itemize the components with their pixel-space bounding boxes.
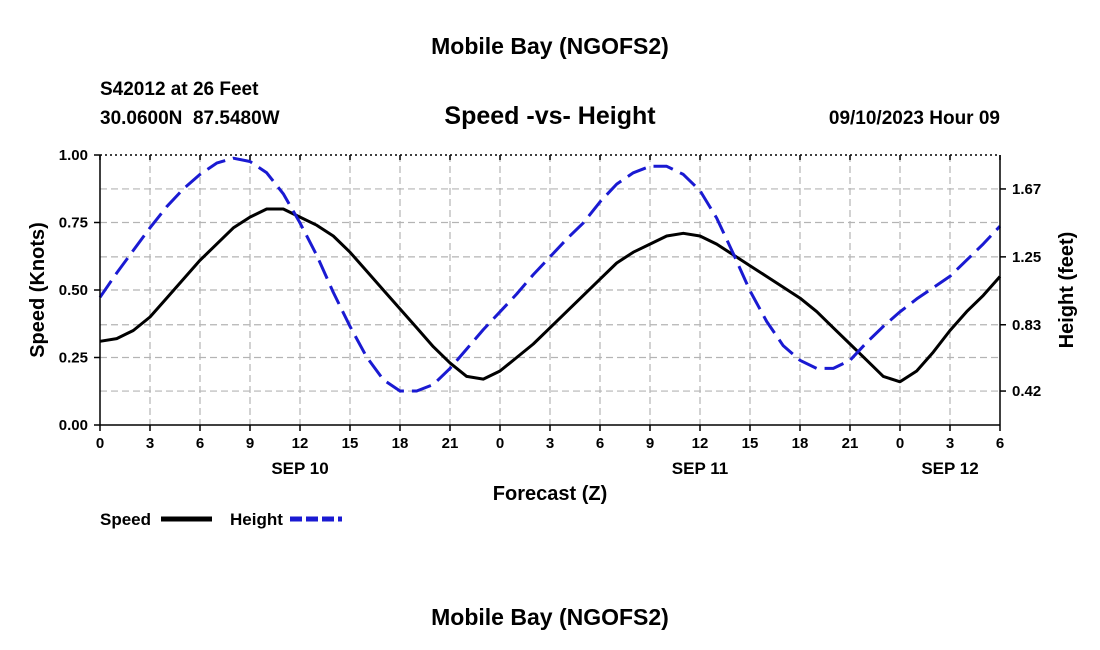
y-tick-label: 1.00 bbox=[59, 147, 88, 164]
forecast-datetime: 09/10/2023 Hour 09 bbox=[829, 108, 1000, 129]
x-date-label: SEP 12 bbox=[921, 459, 978, 478]
station-label: S42012 at 26 Feet bbox=[100, 79, 259, 100]
y2-tick-label: 0.83 bbox=[1012, 317, 1041, 334]
x-tick-label: 15 bbox=[342, 435, 359, 452]
x-tick-label: 9 bbox=[646, 435, 654, 452]
series-lines bbox=[98, 156, 1002, 393]
y2-tick-label: 1.67 bbox=[1012, 181, 1041, 198]
y-tick-label: 0.00 bbox=[59, 417, 88, 434]
x-tick-label: 15 bbox=[742, 435, 759, 452]
x-tick-label: 6 bbox=[596, 435, 604, 452]
x-tick-label: 21 bbox=[442, 435, 459, 452]
x-tick-label: 18 bbox=[792, 435, 809, 452]
x-axis-title: Forecast (Z) bbox=[493, 483, 607, 505]
x-tick-label: 6 bbox=[996, 435, 1004, 452]
y2-tick-label: 0.42 bbox=[1012, 383, 1041, 400]
footer-title: Mobile Bay (NGOFS2) bbox=[431, 604, 669, 630]
height-series-line bbox=[98, 156, 1002, 393]
x-tick-label: 6 bbox=[196, 435, 204, 452]
x-tick-label: 12 bbox=[692, 435, 709, 452]
chart-title: Speed -vs- Height bbox=[444, 102, 656, 130]
x-tick-label: 12 bbox=[292, 435, 309, 452]
y2-tick-label: 1.25 bbox=[1012, 249, 1041, 266]
x-tick-label: 0 bbox=[496, 435, 504, 452]
y-tick-label: 0.75 bbox=[59, 215, 88, 232]
x-tick-label: 3 bbox=[146, 435, 154, 452]
x-date-label: SEP 11 bbox=[672, 459, 728, 478]
x-date-label: SEP 10 bbox=[271, 459, 328, 478]
grid-lines bbox=[100, 155, 1000, 425]
y-tick-label: 0.25 bbox=[59, 350, 88, 367]
x-tick-label: 18 bbox=[392, 435, 409, 452]
x-tick-label: 3 bbox=[546, 435, 554, 452]
legend: Speed Height bbox=[100, 510, 342, 529]
y-tick-label: 0.50 bbox=[59, 282, 88, 299]
y2-axis-title: Height (feet) bbox=[1056, 232, 1078, 349]
page-title: Mobile Bay (NGOFS2) bbox=[431, 33, 669, 59]
x-tick-label: 9 bbox=[246, 435, 254, 452]
x-tick-label: 0 bbox=[896, 435, 904, 452]
axes: 0 3 6 9 12 15 18 21 0 3 6 9 12 15 18 21 0 3 6 SEP 10 SEP 11 S… bbox=[59, 147, 1041, 478]
x-tick-label: 21 bbox=[842, 435, 859, 452]
station-coords: 30.0600N 87.5480W bbox=[100, 108, 280, 129]
y-axis-title: Speed (Knots) bbox=[27, 222, 49, 358]
x-tick-label: 0 bbox=[96, 435, 104, 452]
x-tick-label: 3 bbox=[946, 435, 954, 452]
legend-speed-label: Speed bbox=[100, 510, 151, 529]
legend-height-label: Height bbox=[230, 510, 283, 529]
speed-series-line bbox=[99, 207, 1002, 384]
